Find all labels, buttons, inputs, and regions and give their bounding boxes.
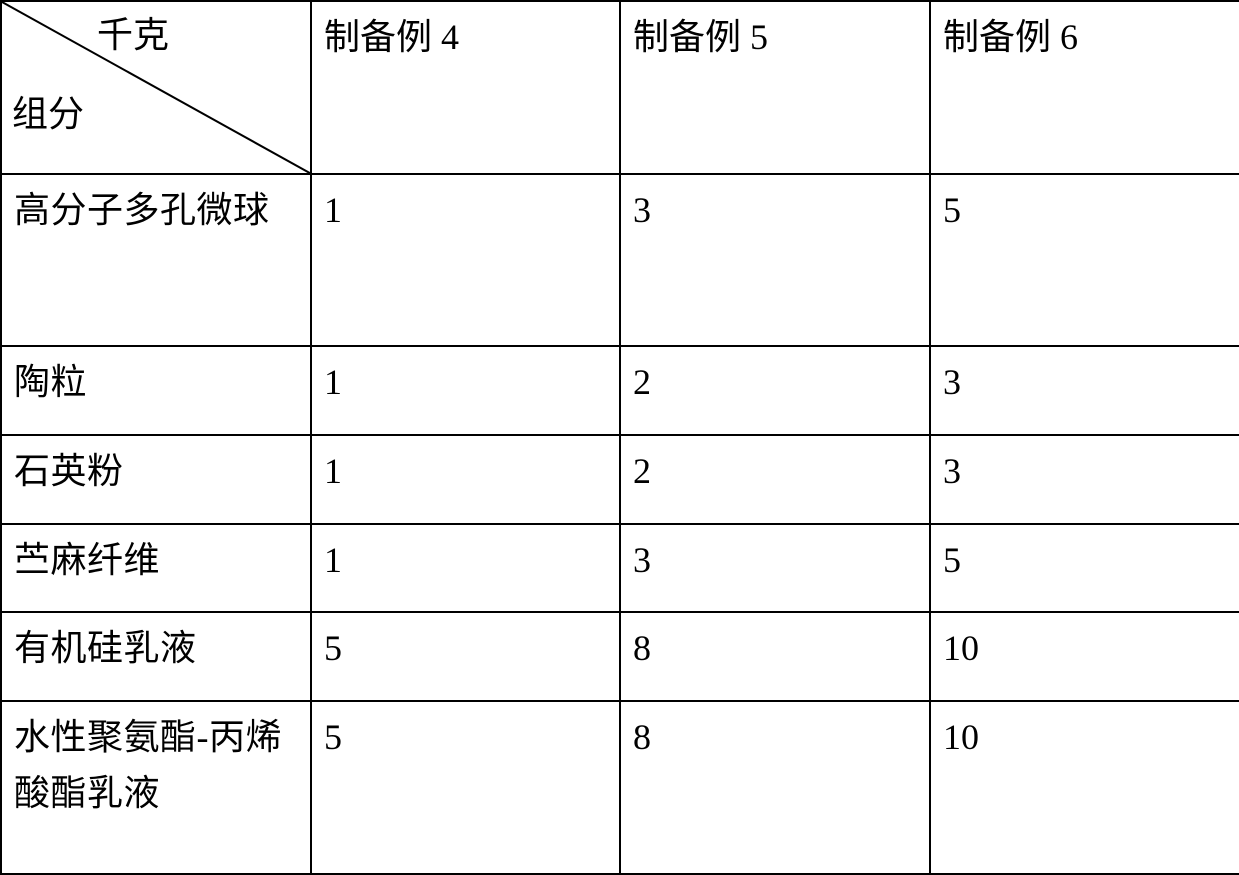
- cell-value: 2: [633, 451, 651, 491]
- data-cell: 3: [930, 346, 1239, 435]
- table-row: 石英粉 1 2 3: [1, 435, 1239, 524]
- data-cell: 8: [620, 701, 930, 874]
- header-component-label: 组分: [12, 87, 84, 143]
- cell-value: 5: [324, 717, 342, 757]
- column-header: 制备例 6: [930, 1, 1239, 174]
- table-row: 水性聚氨酯-丙烯酸酯乳液 5 8 10: [1, 701, 1239, 874]
- row-label: 有机硅乳液: [14, 628, 197, 668]
- cell-value: 1: [324, 540, 342, 580]
- data-cell: 1: [311, 174, 620, 346]
- column-header-label: 制备例 6: [943, 17, 1078, 57]
- row-label-cell: 有机硅乳液: [1, 612, 311, 701]
- data-cell: 2: [620, 346, 930, 435]
- cell-value: 10: [943, 628, 979, 668]
- row-label-cell: 石英粉: [1, 435, 311, 524]
- data-cell: 8: [620, 612, 930, 701]
- row-label-cell: 陶粒: [1, 346, 311, 435]
- data-cell: 2: [620, 435, 930, 524]
- table-row: 千克 组分 制备例 4 制备例 5 制备例 6: [1, 1, 1239, 174]
- row-label-cell: 苎麻纤维: [1, 524, 311, 613]
- data-cell: 3: [620, 174, 930, 346]
- column-header-label: 制备例 5: [633, 17, 768, 57]
- data-cell: 10: [930, 701, 1239, 874]
- row-label: 苎麻纤维: [14, 540, 160, 580]
- row-label: 陶粒: [14, 362, 87, 402]
- row-label: 高分子多孔微球: [14, 190, 270, 230]
- cell-value: 1: [324, 362, 342, 402]
- cell-value: 1: [324, 190, 342, 230]
- data-cell: 5: [930, 524, 1239, 613]
- cell-value: 3: [943, 451, 961, 491]
- header-unit-label: 千克: [97, 8, 169, 64]
- row-label-cell: 高分子多孔微球: [1, 174, 311, 346]
- row-label: 水性聚氨酯-丙烯酸酯乳液: [14, 717, 282, 813]
- cell-value: 2: [633, 362, 651, 402]
- data-cell: 3: [930, 435, 1239, 524]
- cell-value: 5: [324, 628, 342, 668]
- row-label: 石英粉: [14, 451, 124, 491]
- cell-value: 8: [633, 717, 651, 757]
- data-cell: 5: [311, 612, 620, 701]
- column-header: 制备例 5: [620, 1, 930, 174]
- table-row: 苎麻纤维 1 3 5: [1, 524, 1239, 613]
- diagonal-header-cell: 千克 组分: [1, 1, 311, 174]
- column-header: 制备例 4: [311, 1, 620, 174]
- table-container: 千克 组分 制备例 4 制备例 5 制备例 6 高分子多孔微球 1 3 5: [0, 0, 1239, 875]
- column-header-label: 制备例 4: [324, 17, 459, 57]
- cell-value: 5: [943, 540, 961, 580]
- data-cell: 10: [930, 612, 1239, 701]
- table-row: 陶粒 1 2 3: [1, 346, 1239, 435]
- table-row: 高分子多孔微球 1 3 5: [1, 174, 1239, 346]
- data-cell: 1: [311, 524, 620, 613]
- cell-value: 3: [633, 540, 651, 580]
- data-cell: 5: [311, 701, 620, 874]
- cell-value: 1: [324, 451, 342, 491]
- cell-value: 5: [943, 190, 961, 230]
- data-cell: 5: [930, 174, 1239, 346]
- table-row: 有机硅乳液 5 8 10: [1, 612, 1239, 701]
- cell-value: 10: [943, 717, 979, 757]
- data-cell: 1: [311, 346, 620, 435]
- cell-value: 8: [633, 628, 651, 668]
- data-cell: 3: [620, 524, 930, 613]
- data-cell: 1: [311, 435, 620, 524]
- cell-value: 3: [633, 190, 651, 230]
- composition-table: 千克 组分 制备例 4 制备例 5 制备例 6 高分子多孔微球 1 3 5: [0, 0, 1239, 875]
- row-label-cell: 水性聚氨酯-丙烯酸酯乳液: [1, 701, 311, 874]
- cell-value: 3: [943, 362, 961, 402]
